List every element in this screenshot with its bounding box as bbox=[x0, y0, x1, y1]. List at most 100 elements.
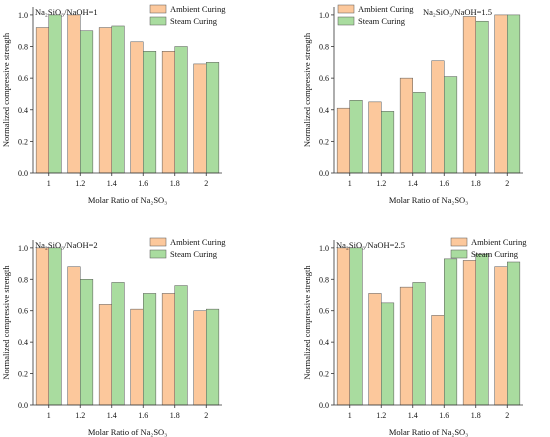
x-tick-label: 2 bbox=[505, 179, 509, 188]
x-axis-label: Molar Ratio of Na₂SO₃ bbox=[389, 427, 468, 437]
bar-steam-2 bbox=[507, 14, 521, 174]
bar-steam-1.6 bbox=[444, 258, 458, 406]
legend-swatch-ambient bbox=[450, 237, 468, 247]
y-tick-label: 0.4 bbox=[18, 106, 28, 115]
x-tick-label: 1 bbox=[47, 411, 51, 420]
bar-ambient-1.6 bbox=[130, 41, 144, 174]
legend-swatch-ambient bbox=[149, 4, 167, 14]
x-tick-label: 1 bbox=[348, 411, 352, 420]
y-tick-label: 0.2 bbox=[18, 137, 28, 146]
panel-annotation: Na₂SiO₃/NaOH=2.5 bbox=[336, 240, 405, 250]
x-tick-label: 1.2 bbox=[376, 179, 386, 188]
chart-panel-3: 1 1.2 1.4 1.6 1.8 2 0.0 0.2 0.4 0.6 0.8 1.0 Molar Ra… bbox=[1, 237, 226, 437]
legend: Ambient Curing Steam Curing bbox=[149, 237, 226, 259]
x-tick-label: 2 bbox=[204, 179, 208, 188]
legend-swatch-steam bbox=[450, 249, 468, 259]
bar-ambient-1.2 bbox=[67, 266, 81, 406]
bar-ambient-1.8 bbox=[161, 51, 175, 174]
y-axis-label: Normalized compressive strength bbox=[1, 265, 11, 380]
legend: Ambient Curing Steam Curing bbox=[450, 237, 527, 259]
legend-label-steam: Steam Curing bbox=[170, 249, 218, 259]
bar-ambient-2 bbox=[193, 63, 207, 174]
panel-annotation: Na₂SiO₃/NaOH=1 bbox=[35, 7, 98, 17]
x-tick-label: 1.8 bbox=[170, 411, 180, 420]
y-tick-label: 0.2 bbox=[18, 370, 28, 379]
x-tick-label: 1.4 bbox=[408, 179, 418, 188]
chart-panel-4: 1 1.2 1.4 1.6 1.8 2 0.0 0.2 0.4 0.6 0.8 1.0 Molar Ra… bbox=[302, 237, 527, 437]
bar-ambient-1.4 bbox=[399, 77, 413, 174]
bar-steam-1.2 bbox=[80, 30, 94, 174]
bar-steam-1.4 bbox=[412, 282, 426, 406]
bar-ambient-2 bbox=[494, 14, 508, 174]
x-tick-label: 1.8 bbox=[471, 411, 481, 420]
y-tick-label: 0.0 bbox=[18, 401, 28, 410]
x-tick-label: 1.4 bbox=[107, 411, 117, 420]
legend-swatch-steam bbox=[337, 16, 355, 26]
x-tick-label: 1.2 bbox=[376, 411, 386, 420]
bar-ambient-1.4 bbox=[98, 27, 113, 174]
x-tick-label: 1 bbox=[47, 179, 51, 188]
legend-label-ambient: Ambient Curing bbox=[170, 4, 226, 14]
x-tick-label: 1.4 bbox=[107, 179, 117, 188]
bar-steam-1 bbox=[48, 247, 62, 406]
bar-ambient-2 bbox=[193, 310, 207, 406]
bar-ambient-1.2 bbox=[67, 14, 81, 174]
legend-label-ambient: Ambient Curing bbox=[471, 237, 527, 247]
bar-steam-1.8 bbox=[475, 20, 489, 174]
y-tick-label: 1.0 bbox=[319, 244, 329, 253]
bar-steam-1 bbox=[48, 14, 62, 174]
bar-ambient-1.6 bbox=[431, 315, 445, 406]
bar-steam-1.2 bbox=[80, 279, 94, 406]
bar-ambient-1.4 bbox=[399, 286, 413, 406]
legend-swatch-ambient bbox=[149, 237, 167, 247]
y-tick-label: 0.2 bbox=[319, 137, 329, 146]
y-tick-label: 0.8 bbox=[319, 43, 329, 52]
bar-steam-1.6 bbox=[143, 51, 157, 174]
y-tick-label: 0.6 bbox=[18, 74, 28, 83]
legend-label-ambient: Ambient Curing bbox=[358, 4, 414, 14]
bar-ambient-1.2 bbox=[368, 293, 382, 406]
x-tick-label: 1 bbox=[348, 179, 352, 188]
bar-steam-2 bbox=[206, 62, 220, 174]
x-tick-label: 1.4 bbox=[408, 411, 418, 420]
bar-steam-1.8 bbox=[174, 46, 188, 174]
x-tick-label: 1.2 bbox=[75, 411, 85, 420]
bar-steam-1.6 bbox=[143, 293, 157, 406]
y-axis-label: Normalized compressive strength bbox=[302, 32, 312, 147]
legend-label-steam: Steam Curing bbox=[471, 249, 519, 259]
x-tick-label: 1.6 bbox=[439, 179, 449, 188]
x-axis-label: Molar Ratio of Na₂SO₃ bbox=[88, 427, 167, 437]
bar-ambient-1.8 bbox=[462, 260, 476, 406]
x-axis-label: Molar Ratio of Na₂SO₃ bbox=[88, 195, 167, 205]
x-tick-label: 1.2 bbox=[75, 179, 85, 188]
x-tick-label: 2 bbox=[505, 411, 509, 420]
bar-steam-1 bbox=[349, 247, 363, 406]
bar-steam-1.2 bbox=[381, 302, 395, 406]
y-axis-label: Normalized compressive strength bbox=[302, 265, 312, 380]
y-tick-label: 1.0 bbox=[18, 11, 28, 20]
y-tick-label: 0.0 bbox=[319, 169, 329, 178]
legend-swatch-steam bbox=[149, 16, 167, 26]
legend-swatch-steam bbox=[149, 249, 167, 259]
bar-steam-1.4 bbox=[111, 282, 125, 406]
x-tick-label: 1.6 bbox=[439, 411, 449, 420]
y-tick-label: 0.4 bbox=[319, 338, 329, 347]
y-tick-label: 0.8 bbox=[18, 275, 28, 284]
bar-ambient-1.8 bbox=[161, 293, 175, 406]
x-tick-label: 1.8 bbox=[170, 179, 180, 188]
x-tick-label: 1.8 bbox=[471, 179, 481, 188]
y-axis-label: Normalized compressive strength bbox=[1, 32, 11, 147]
panel-annotation: Na₂SiO₃/NaOH=2 bbox=[35, 240, 98, 250]
y-tick-label: 1.0 bbox=[18, 244, 28, 253]
y-tick-label: 0.6 bbox=[319, 74, 329, 83]
legend-swatch-ambient bbox=[337, 4, 355, 14]
x-tick-label: 1.6 bbox=[138, 179, 148, 188]
legend-label-steam: Steam Curing bbox=[358, 16, 406, 26]
y-tick-label: 0.8 bbox=[319, 275, 329, 284]
legend-label-ambient: Ambient Curing bbox=[170, 237, 226, 247]
bar-ambient-1.6 bbox=[130, 308, 144, 406]
bar-ambient-1.6 bbox=[431, 60, 445, 174]
bar-ambient-1.2 bbox=[368, 101, 382, 174]
y-tick-label: 0.6 bbox=[18, 307, 28, 316]
